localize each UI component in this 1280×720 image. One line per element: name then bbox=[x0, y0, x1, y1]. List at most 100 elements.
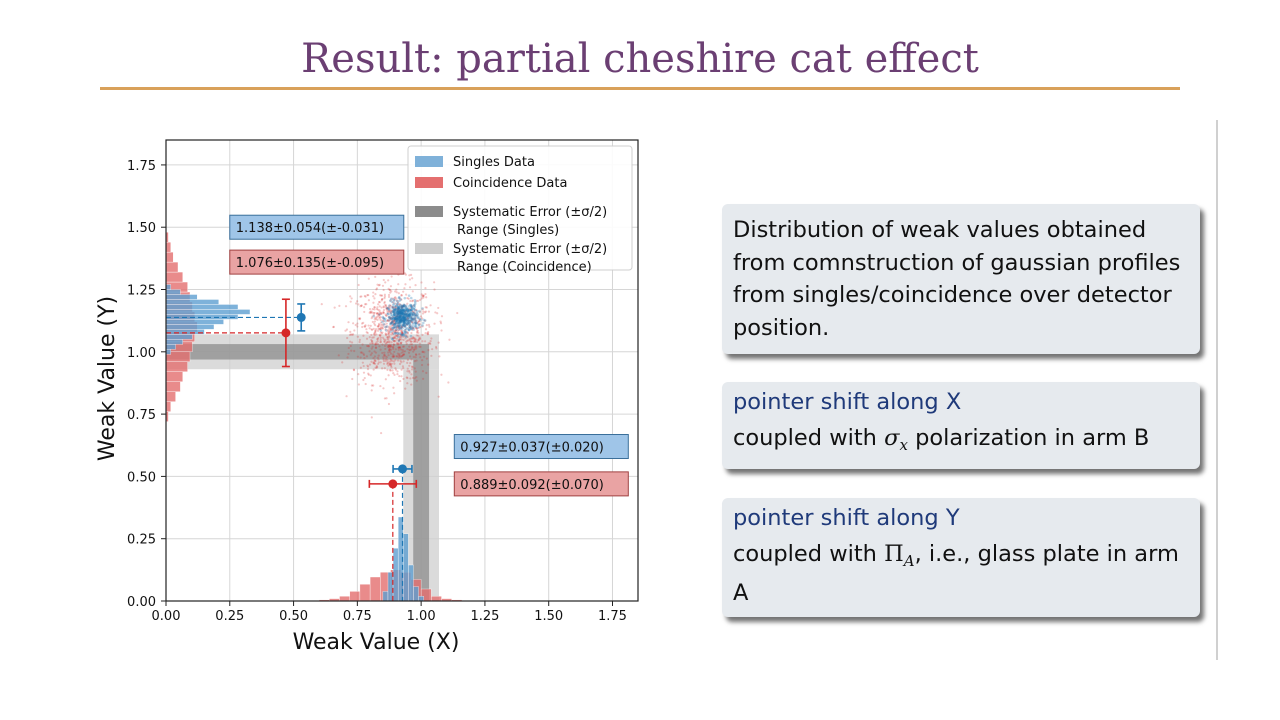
scatter-point-singles bbox=[413, 324, 417, 327]
scatter-point-coincidence bbox=[372, 295, 375, 298]
scatter-point-coincidence bbox=[402, 353, 405, 356]
scatter-point-singles bbox=[401, 314, 405, 318]
scatter-point-coincidence bbox=[384, 358, 388, 361]
scatter-point-coincidence bbox=[387, 332, 390, 335]
histogram-y-singles-bar bbox=[166, 289, 181, 295]
scatter-point-coincidence bbox=[397, 346, 400, 349]
scatter-point-coincidence bbox=[406, 361, 409, 365]
scatter-point-coincidence bbox=[347, 321, 350, 324]
scatter-point-coincidence bbox=[399, 335, 402, 339]
scatter-point-coincidence bbox=[388, 288, 392, 291]
scatter-point-coincidence bbox=[383, 293, 386, 296]
info-box-pointer-y-heading: pointer shift along Y bbox=[733, 505, 960, 531]
scatter-point-singles bbox=[398, 314, 402, 318]
scatter-point-coincidence bbox=[439, 320, 442, 323]
scatter-point-coincidence bbox=[419, 337, 422, 341]
scatter-point-coincidence bbox=[396, 310, 399, 313]
scatter-point-singles bbox=[395, 304, 398, 307]
scatter-point-coincidence bbox=[359, 346, 362, 350]
scatter-point-singles bbox=[409, 327, 413, 331]
scatter-point-coincidence bbox=[396, 355, 399, 358]
scatter-point-coincidence bbox=[370, 352, 373, 355]
scatter-point-coincidence bbox=[429, 340, 432, 343]
scatter-point-coincidence bbox=[376, 318, 379, 321]
scatter-point-coincidence bbox=[392, 306, 395, 310]
scatter-point-coincidence bbox=[364, 303, 367, 306]
scatter-point-coincidence bbox=[387, 287, 390, 290]
scatter-point-coincidence bbox=[388, 349, 391, 352]
scatter-point-coincidence bbox=[365, 331, 368, 334]
scatter-point-coincidence bbox=[412, 348, 416, 351]
scatter-point-singles bbox=[408, 325, 411, 328]
scatter-point-coincidence bbox=[371, 320, 374, 324]
scatter-point-coincidence bbox=[389, 363, 392, 366]
scatter-point-singles bbox=[393, 317, 397, 320]
scatter-point-singles bbox=[388, 304, 391, 307]
scatter-point-coincidence bbox=[433, 281, 436, 284]
scatter-point-coincidence bbox=[382, 311, 385, 314]
legend-swatch bbox=[415, 206, 443, 217]
scatter-point-singles bbox=[393, 317, 397, 320]
scatter-point-coincidence bbox=[420, 293, 423, 296]
scatter-point-coincidence bbox=[394, 315, 398, 318]
scatter-point-coincidence bbox=[384, 326, 387, 329]
scatter-point-coincidence bbox=[409, 324, 412, 327]
histogram-x-coincidence-bar bbox=[420, 588, 432, 601]
scatter-point-coincidence bbox=[384, 281, 387, 284]
scatter-point-coincidence bbox=[357, 303, 360, 306]
scatter-point-singles bbox=[397, 310, 401, 313]
scatter-point-singles bbox=[407, 318, 410, 322]
scatter-point-coincidence bbox=[349, 330, 352, 333]
scatter-point-coincidence bbox=[382, 338, 386, 341]
scatter-point-coincidence bbox=[356, 355, 360, 358]
scatter-point-coincidence bbox=[377, 358, 380, 361]
scatter-point-coincidence bbox=[385, 333, 388, 336]
legend-swatch bbox=[415, 177, 443, 188]
scatter-point-singles bbox=[393, 317, 396, 321]
scatter-point-coincidence bbox=[358, 318, 361, 321]
scatter-point-singles bbox=[395, 310, 398, 313]
value-annotation-label: 0.889±0.092(±0.070) bbox=[460, 478, 604, 493]
scatter-point-coincidence bbox=[371, 340, 374, 343]
scatter-point-singles bbox=[408, 314, 411, 317]
scatter-point-coincidence bbox=[390, 359, 393, 362]
scatter-point-coincidence bbox=[428, 325, 431, 328]
scatter-point-singles bbox=[394, 317, 397, 320]
scatter-point-singles bbox=[394, 317, 397, 320]
histogram-x-coincidence-bar bbox=[339, 596, 350, 601]
scatter-point-singles bbox=[400, 308, 403, 312]
scatter-point-coincidence bbox=[407, 351, 411, 354]
scatter-point-coincidence bbox=[390, 320, 394, 323]
scatter-point-singles bbox=[398, 299, 401, 303]
scatter-point-singles bbox=[401, 317, 404, 321]
scatter-point-singles bbox=[391, 318, 395, 322]
scatter-point-singles bbox=[396, 317, 400, 320]
scatter-point-coincidence bbox=[368, 311, 371, 314]
scatter-point-coincidence bbox=[405, 318, 408, 321]
scatter-point-coincidence bbox=[393, 336, 396, 339]
scatter-point-singles bbox=[403, 304, 406, 307]
scatter-point-coincidence bbox=[424, 310, 428, 313]
scatter-point-singles bbox=[404, 327, 408, 331]
scatter-point-coincidence bbox=[356, 322, 359, 325]
scatter-point-singles bbox=[389, 317, 393, 321]
scatter-point-coincidence bbox=[377, 354, 380, 357]
scatter-point-singles bbox=[384, 319, 387, 323]
scatter-point-singles bbox=[398, 315, 401, 319]
scatter-point-coincidence bbox=[404, 310, 407, 313]
scatter-point-coincidence bbox=[425, 357, 429, 360]
scatter-point-singles bbox=[402, 319, 406, 323]
scatter-point-coincidence bbox=[382, 317, 385, 320]
scatter-point-coincidence bbox=[396, 306, 399, 309]
scatter-point-coincidence bbox=[422, 355, 426, 358]
scatter-point-coincidence bbox=[376, 315, 379, 318]
scatter-point-singles bbox=[416, 313, 419, 316]
scatter-point-singles bbox=[409, 308, 413, 312]
scatter-point-coincidence bbox=[371, 342, 375, 345]
scatter-point-coincidence bbox=[379, 331, 382, 334]
scatter-point-coincidence bbox=[410, 337, 413, 340]
scatter-point-coincidence bbox=[402, 350, 405, 353]
scatter-point-singles bbox=[402, 319, 406, 322]
scatter-point-singles bbox=[408, 308, 411, 312]
scatter-point-singles bbox=[401, 308, 405, 311]
